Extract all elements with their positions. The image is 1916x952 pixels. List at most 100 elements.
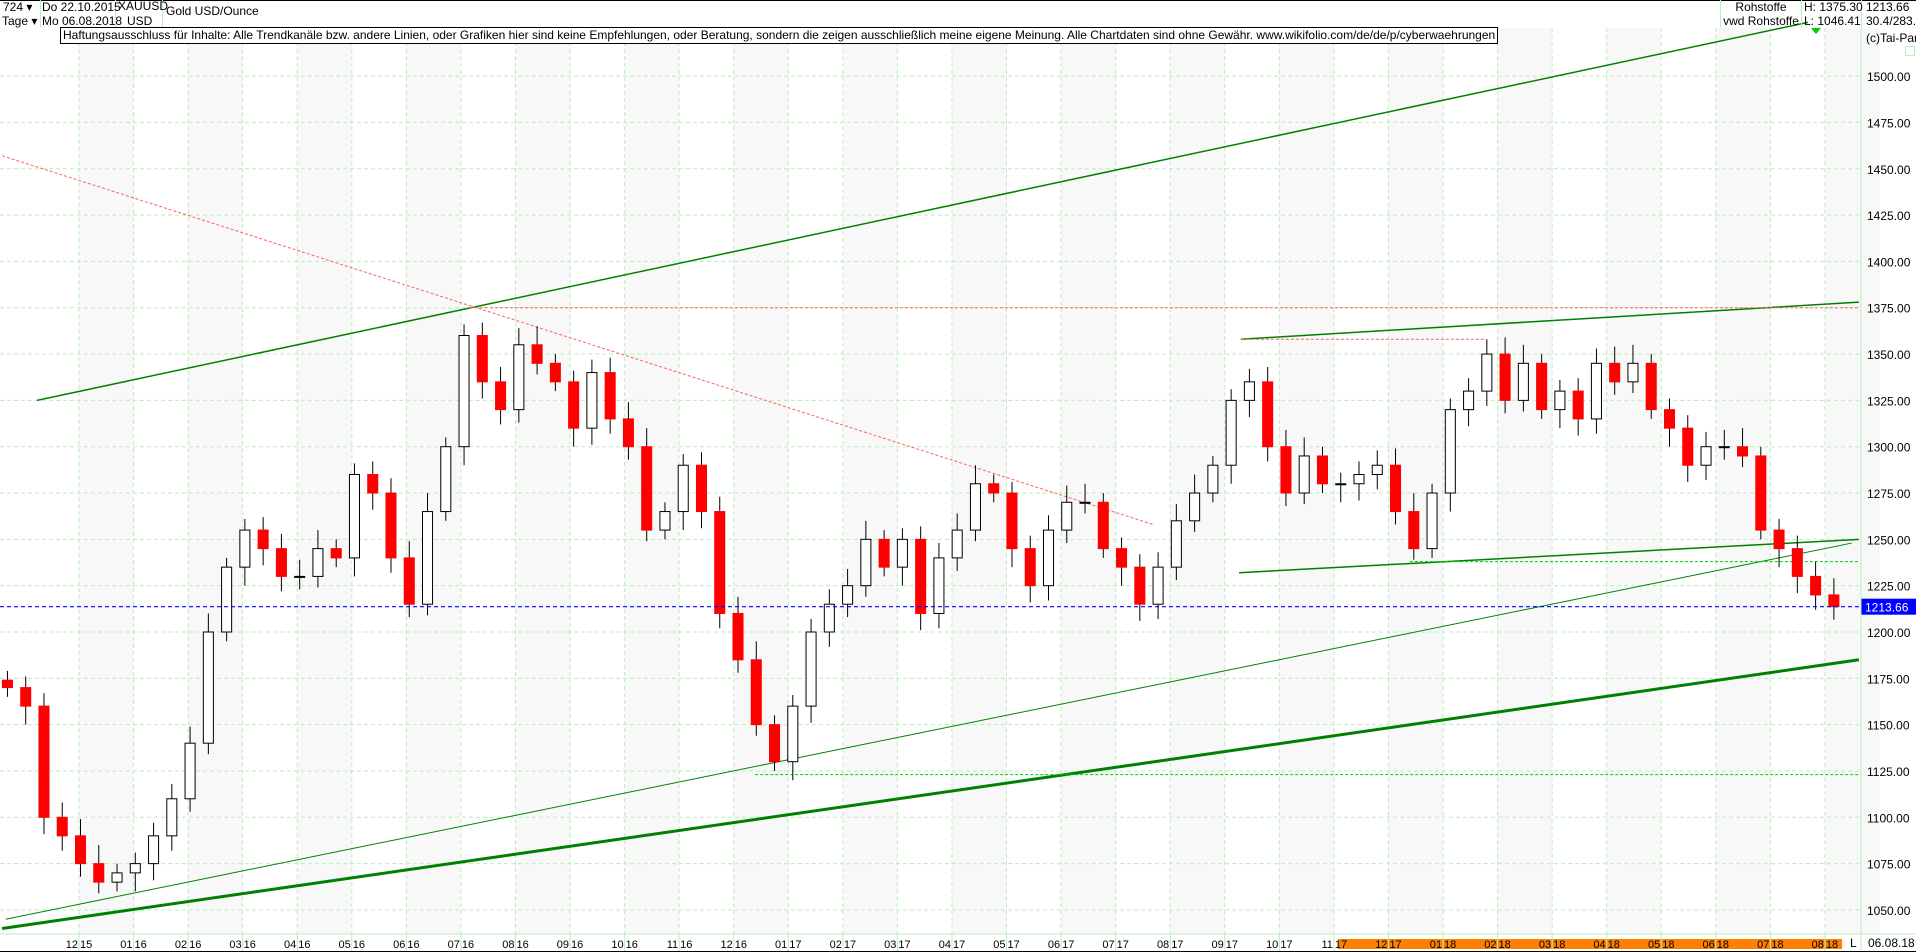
month-band — [297, 28, 352, 934]
candle — [1079, 483, 1091, 514]
candle — [1170, 504, 1182, 581]
resistance-line[interactable] — [1, 155, 1154, 526]
candle-body — [239, 529, 251, 568]
x-tick-label: 18 — [1608, 939, 1620, 951]
candle — [1061, 485, 1073, 544]
candle-body — [1609, 362, 1621, 383]
candle-body — [1810, 575, 1822, 596]
bars-selector[interactable]: 724 ▾ Tage ▾ — [0, 0, 41, 28]
x-tick-label: 18 — [1499, 939, 1511, 951]
candle — [1024, 535, 1036, 603]
candle — [385, 478, 397, 573]
footer-mode[interactable]: L — [1850, 936, 1857, 950]
y-axis: 1050.00 1075.00 1100.00 1125.00 1150.00 1175.… — [1860, 28, 1911, 952]
candle-body — [1134, 566, 1146, 605]
month-band — [515, 28, 571, 934]
candle-body — [1444, 409, 1456, 494]
collapse-button[interactable] — [1905, 46, 1915, 56]
candle — [842, 568, 854, 618]
candle — [1572, 378, 1584, 436]
candle — [1627, 344, 1639, 393]
candle-body — [1042, 529, 1055, 587]
trend-line[interactable] — [1240, 301, 1859, 340]
candle-body — [695, 464, 708, 513]
to-date[interactable]: Mo 06.08.2018 — [42, 14, 123, 28]
x-tick-label: 17 — [1171, 939, 1183, 951]
candle-body — [604, 372, 616, 420]
candle — [74, 819, 87, 877]
candle-body — [1572, 390, 1584, 420]
x-tick-label: 02 — [175, 939, 187, 951]
candle — [568, 370, 580, 447]
extra-value: 30.4/283.2 — [1866, 14, 1916, 28]
from-date[interactable]: Do 22.10.2015 — [42, 0, 121, 14]
candle-body — [860, 538, 872, 587]
candle — [604, 357, 616, 434]
candle — [1298, 437, 1310, 505]
top-border — [0, 0, 1916, 1]
candle-body — [659, 511, 671, 531]
x-tick-label: 12 — [1375, 939, 1387, 951]
y-tick-label: 1400.00 — [1867, 255, 1911, 269]
candle-body — [1663, 409, 1676, 429]
bars-count[interactable]: 724 ▾ — [3, 0, 33, 14]
grid — [0, 28, 1861, 934]
instrument-name: Gold USD/Ounce — [166, 4, 259, 18]
candle — [202, 613, 214, 755]
candle — [1189, 474, 1201, 532]
candle — [1737, 428, 1749, 468]
candle-body — [1170, 520, 1182, 568]
candle — [1536, 354, 1548, 419]
candle-body — [74, 835, 87, 865]
candle-body — [568, 381, 580, 429]
x-tick-label: 16 — [735, 939, 747, 951]
candle-body — [294, 575, 306, 578]
candle-body — [348, 473, 360, 559]
x-tick-label: 18 — [1771, 939, 1783, 951]
candle — [1152, 552, 1164, 620]
candle-body — [823, 603, 835, 633]
y-tick-label: 1100.00 — [1867, 811, 1910, 825]
x-tick-label: 17 — [1389, 939, 1401, 951]
x-tick-label: 11 — [667, 939, 678, 951]
x-tick-label: 05 — [993, 939, 1005, 951]
trend-line[interactable] — [1239, 538, 1859, 574]
candle-body — [787, 705, 799, 763]
x-tick-label: 02 — [1484, 939, 1496, 951]
x-tick-label: 03 — [884, 939, 896, 951]
x-tick-label: 18 — [1662, 939, 1674, 951]
month-band — [1497, 28, 1553, 934]
candle — [1134, 554, 1146, 621]
candle-body — [385, 492, 397, 559]
candle — [1243, 368, 1255, 418]
candle-body — [1755, 455, 1767, 531]
candle-body — [622, 418, 634, 448]
trend-lines[interactable] — [1, 21, 1860, 930]
x-tick-label: 10 — [611, 939, 623, 951]
candle — [513, 328, 525, 423]
candle — [1335, 472, 1347, 503]
interval-selector[interactable]: Tage ▾ — [2, 14, 38, 28]
y-tick-label: 1150.00 — [1867, 719, 1910, 733]
y-tick-label: 1350.00 — [1867, 348, 1911, 362]
x-tick-label: 16 — [626, 939, 638, 951]
candle — [148, 822, 160, 881]
x-tick-label: 16 — [407, 939, 419, 951]
candle-body — [257, 529, 269, 550]
x-tick-label: 16 — [298, 939, 310, 951]
trend-line[interactable] — [1, 658, 1860, 930]
trend-line[interactable] — [36, 21, 1809, 402]
last-value: 1213.66 — [1866, 0, 1910, 14]
candle — [732, 596, 744, 673]
y-tick-label: 1425.00 — [1867, 209, 1911, 223]
x-tick-label: 16 — [571, 939, 583, 951]
month-band — [1061, 28, 1116, 934]
x-tick-label: 07 — [1102, 939, 1114, 951]
x-tick-label: 09 — [1212, 939, 1224, 951]
candle-body — [805, 631, 817, 707]
trend-line[interactable] — [5, 542, 1852, 920]
candle-body — [166, 798, 178, 837]
candle — [348, 463, 360, 577]
x-tick-label: 18 — [1717, 939, 1729, 951]
